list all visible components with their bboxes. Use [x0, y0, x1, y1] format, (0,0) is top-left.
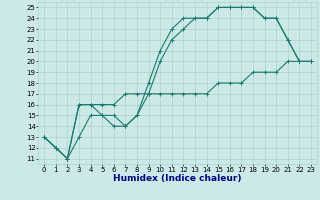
- X-axis label: Humidex (Indice chaleur): Humidex (Indice chaleur): [113, 174, 242, 183]
